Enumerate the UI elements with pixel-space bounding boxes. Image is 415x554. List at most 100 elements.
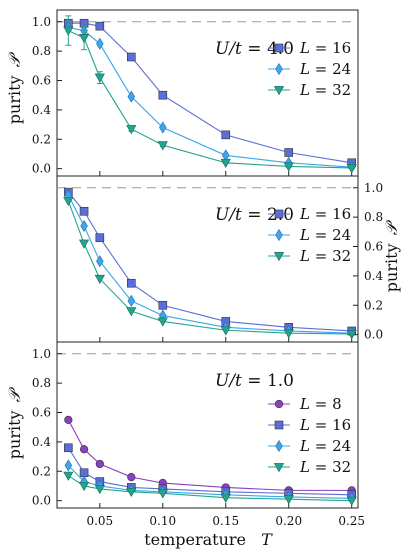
- legend-marker-L24: [275, 228, 283, 242]
- legend-label-L24: L = 24: [299, 60, 351, 78]
- xlabel-var: T: [261, 530, 273, 549]
- data-point-L32: [126, 125, 137, 135]
- data-point-L24: [64, 459, 73, 472]
- y-tick-label-bottom: 0.8: [32, 376, 51, 390]
- legend-marker-L16: [274, 420, 284, 430]
- xlabel-text: temperature: [144, 530, 246, 549]
- data-point-L32: [157, 489, 168, 499]
- data-point-L24: [127, 294, 136, 307]
- data-point-L24: [96, 255, 104, 268]
- legend-bottom: L = 8 L = 16 L = 24 L = 32: [268, 395, 351, 476]
- data-point-L32: [78, 239, 90, 249]
- data-point-L32: [94, 73, 105, 83]
- data-point-L32: [220, 326, 231, 336]
- legend-label-L16: L = 16: [299, 416, 351, 434]
- data-point-L32: [78, 34, 90, 44]
- data-point-L8: [79, 445, 89, 454]
- y-tick-label-middle: 1.0: [364, 181, 383, 195]
- y-tick-label-bottom: 0.6: [32, 406, 51, 420]
- data-point-L32: [157, 317, 168, 327]
- data-point-L32: [94, 485, 105, 495]
- legend-label-L32: L = 32: [299, 247, 351, 265]
- y-tick-label-bottom: 0.4: [32, 435, 51, 449]
- y-tick-label-top: 0.8: [32, 44, 51, 58]
- ylabel-middle-var: 𝒫: [382, 219, 401, 235]
- panel-top: 0.00.20.40.60.81.0U/t = 4.0 L = 16L = 24L…: [32, 9, 359, 177]
- legend-label-L16: L = 16: [299, 39, 351, 57]
- panels-group: 0.00.20.40.60.81.0U/t = 4.0 L = 16L = 24L…: [32, 9, 383, 528]
- data-point-L32: [157, 141, 168, 151]
- annotation-rhs: = 1.0: [242, 371, 294, 391]
- data-point-L32: [126, 307, 137, 317]
- data-point-L32: [63, 26, 74, 36]
- series-line-L32: [68, 475, 352, 502]
- ylabel-top-text: purity: [5, 75, 24, 124]
- legend-middle: L = 16 L = 24 L = 32: [268, 205, 351, 265]
- y-tick-label-middle: 0.2: [364, 298, 383, 312]
- annotation-lhs: U/t: [215, 39, 242, 59]
- data-point-L32: [346, 496, 357, 506]
- legend-marker-L8: [274, 399, 284, 409]
- data-point-L16: [158, 300, 168, 310]
- data-point-L16: [95, 21, 105, 31]
- legend-marker-L32: [273, 86, 285, 96]
- series-L32-bottom: [63, 471, 357, 506]
- y-tick-label-middle: 0.4: [364, 269, 383, 283]
- annotation-bottom: U/t = 1.0: [215, 371, 294, 391]
- ylabel-top-var: 𝒫: [5, 51, 24, 67]
- data-point-L16: [221, 130, 231, 140]
- series-L24-middle: [64, 189, 356, 340]
- data-point-L32: [78, 482, 90, 492]
- annotation-lhs: U/t: [215, 371, 242, 391]
- data-point-L24: [80, 219, 88, 233]
- data-point-L16: [79, 206, 89, 216]
- series-line-L24: [68, 27, 352, 168]
- data-point-L16: [64, 443, 73, 453]
- x-tick-label: 0.25: [338, 514, 365, 528]
- xlabel: temperature T: [144, 530, 273, 549]
- y-tick-label-bottom: 0.2: [32, 464, 51, 478]
- y-tick-label-top: 1.0: [32, 15, 51, 29]
- data-point-L32: [283, 495, 294, 505]
- panel-frame-bottom: [56, 341, 359, 509]
- x-tick-label: 0.10: [149, 514, 176, 528]
- y-tick-label-bottom: 0.0: [32, 494, 51, 508]
- data-point-L16: [127, 52, 136, 62]
- data-point-L32: [220, 493, 231, 503]
- annotation-lhs: U/t: [215, 205, 242, 225]
- legend-label-L8: L = 8: [299, 395, 342, 413]
- data-point-L32: [63, 471, 74, 481]
- x-tick-label: 0.20: [275, 514, 302, 528]
- ylabel-bottom-var: 𝒫: [5, 386, 24, 402]
- data-point-L32: [346, 330, 357, 340]
- data-point-L8: [127, 473, 136, 482]
- data-point-L32: [63, 197, 74, 207]
- legend-marker-L32: [273, 463, 285, 473]
- data-point-L8: [95, 459, 104, 469]
- panel-bottom: 0.0 0.2 0.4 0.6 0.8 1.0 0.05 0.10 0.15 0.20 0.25 U/…: [32, 341, 365, 528]
- legend-marker-L24: [275, 62, 283, 76]
- series-line-L32: [67, 200, 352, 335]
- data-point-L32: [346, 164, 357, 174]
- legend-top: L = 16 L = 24 L = 32: [268, 39, 351, 99]
- data-point-L24: [127, 90, 136, 103]
- ylabel-middle: purity 𝒫: [382, 219, 401, 292]
- legend-label-L32: L = 32: [299, 81, 351, 99]
- data-point-L32: [126, 487, 137, 498]
- y-tick-label-top: 0.6: [32, 74, 51, 88]
- x-tick-label: 0.05: [86, 514, 113, 528]
- data-point-L16: [158, 90, 168, 100]
- legend-label-L24: L = 24: [299, 437, 351, 455]
- y-tick-label-bottom: 1.0: [32, 347, 51, 361]
- annotation-rhs: = 2.0: [242, 205, 294, 225]
- y-tick-label-top: 0.4: [32, 103, 51, 117]
- ylabel-bottom-text: purity: [5, 410, 24, 459]
- data-point-L16: [127, 278, 136, 288]
- legend-label-L32: L = 32: [299, 458, 351, 476]
- y-tick-label-middle: 0.8: [364, 210, 383, 224]
- legend-marker-L16: [274, 43, 284, 53]
- ylabel-bottom: purity 𝒫: [5, 386, 24, 459]
- y-tick-label-top: 0.2: [32, 132, 51, 146]
- ylabel-top: purity 𝒫: [5, 51, 24, 124]
